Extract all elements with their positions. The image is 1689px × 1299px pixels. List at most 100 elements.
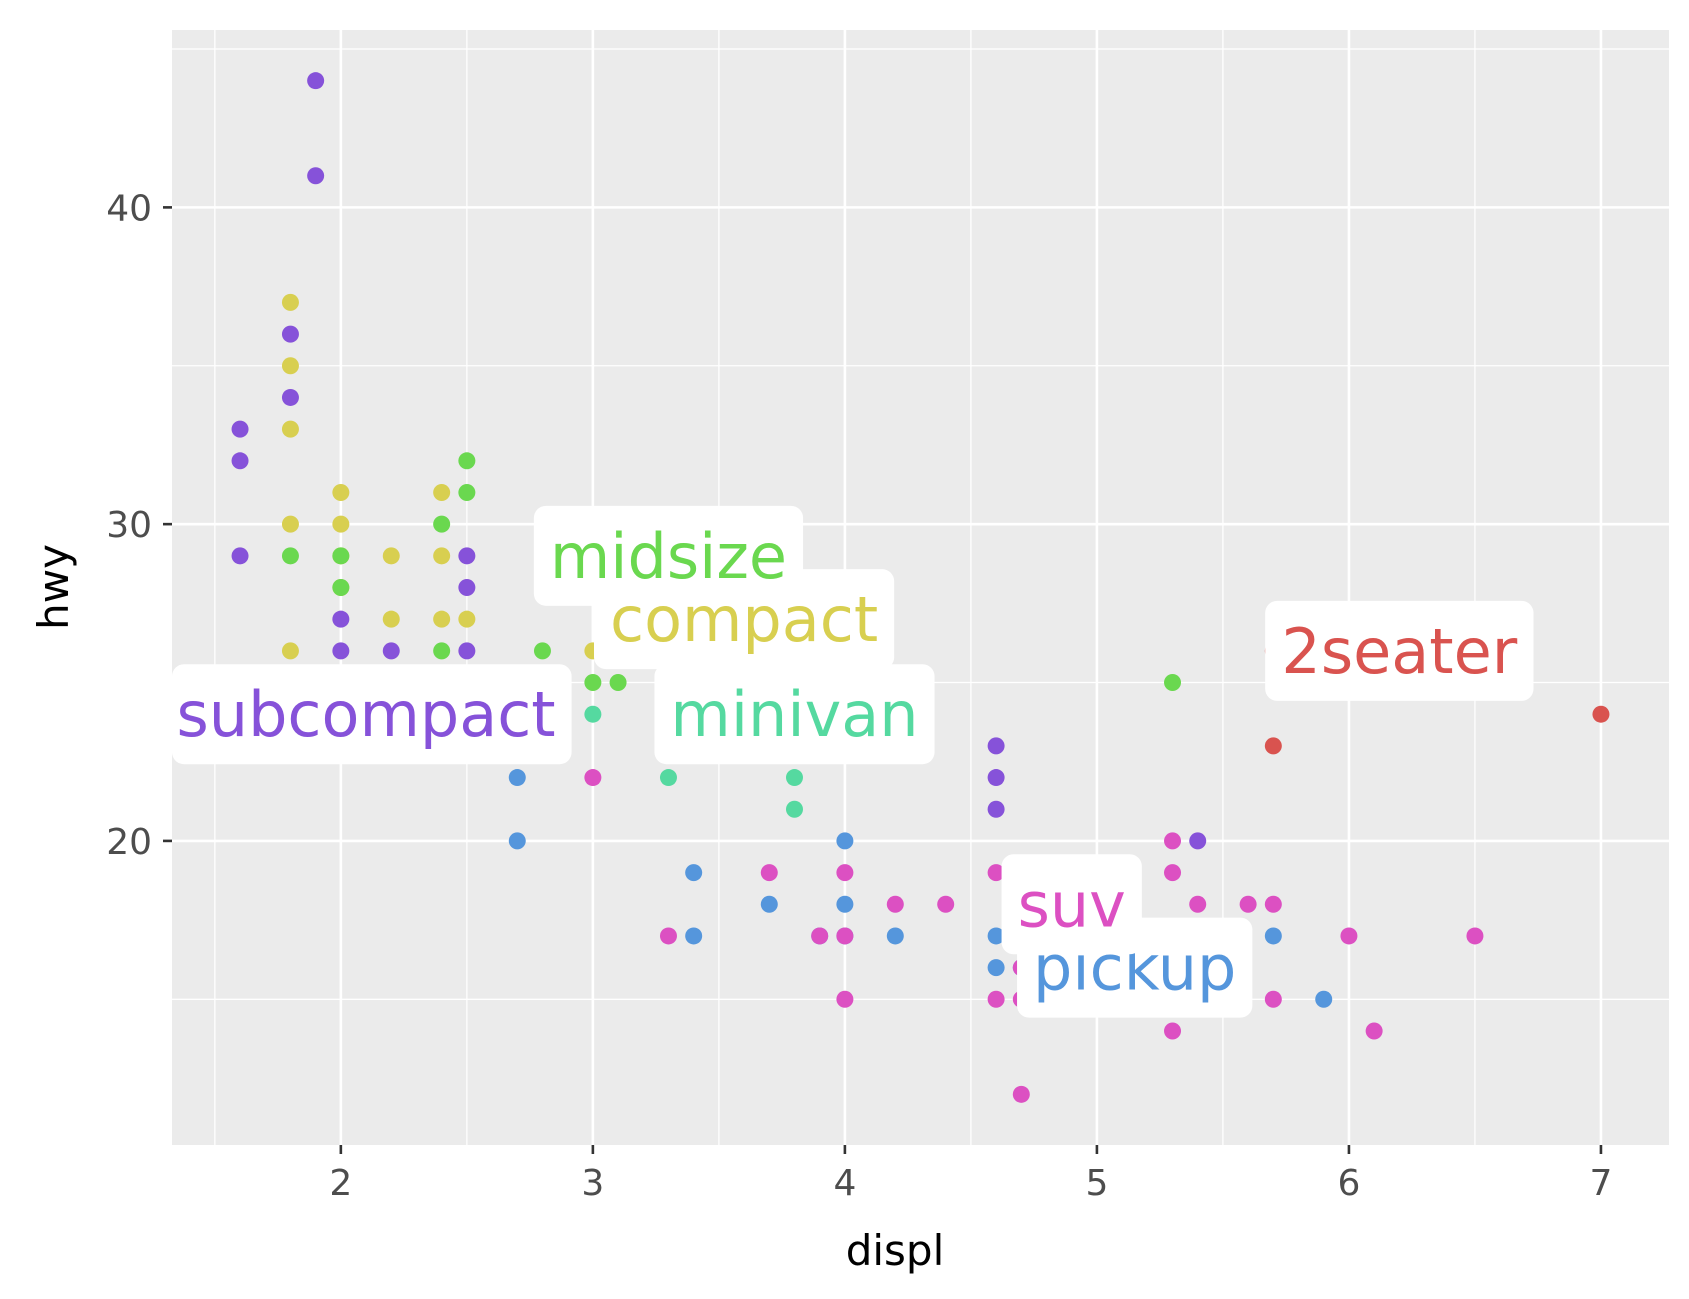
data-point	[886, 895, 904, 913]
data-point	[533, 642, 551, 660]
y-axis-title: hwy	[29, 544, 78, 630]
y-tick-label: 30	[106, 505, 152, 546]
data-point	[1264, 927, 1282, 945]
data-point	[458, 483, 476, 501]
data-point	[836, 927, 854, 945]
data-point	[987, 990, 1005, 1008]
x-tick-label: 4	[833, 1163, 856, 1204]
data-point	[231, 547, 249, 565]
data-point	[307, 72, 325, 90]
data-point	[987, 800, 1005, 818]
data-point	[332, 483, 350, 501]
data-point	[1164, 864, 1182, 882]
data-point	[836, 832, 854, 850]
data-point	[458, 610, 476, 628]
data-point	[458, 579, 476, 596]
data-point	[458, 547, 476, 565]
data-point	[231, 452, 249, 470]
data-point	[1239, 895, 1257, 913]
data-point	[886, 927, 904, 945]
data-point	[433, 515, 451, 533]
y-tick-label: 20	[106, 822, 152, 863]
data-point	[307, 167, 325, 185]
data-point	[382, 642, 400, 660]
data-point	[332, 579, 350, 596]
data-point	[685, 864, 703, 882]
data-point	[1315, 990, 1333, 1008]
data-point	[281, 547, 299, 565]
group-labels: 2seatercompactmidsizeminivanpickupsubcom…	[172, 505, 1534, 1018]
x-tick-label: 7	[1590, 1163, 1613, 1204]
data-point	[1164, 674, 1182, 692]
data-point	[609, 674, 627, 692]
data-point	[785, 769, 803, 787]
data-point	[332, 547, 350, 565]
data-point	[1264, 895, 1282, 913]
data-point	[382, 547, 400, 565]
data-point	[760, 895, 778, 913]
group-label: suv	[1018, 868, 1126, 941]
group-label-box	[654, 664, 935, 765]
data-point	[584, 769, 602, 787]
data-point	[987, 959, 1005, 977]
data-point	[987, 737, 1005, 755]
y-tick-label: 40	[106, 188, 152, 229]
data-point	[1164, 832, 1182, 850]
group-label-box	[1001, 854, 1142, 955]
x-tick-label: 3	[581, 1163, 604, 1204]
data-point	[685, 927, 703, 945]
data-point	[281, 515, 299, 533]
data-point	[987, 864, 1005, 882]
data-point	[836, 864, 854, 882]
panel-background	[172, 30, 1669, 1145]
data-point	[836, 990, 854, 1008]
data-point	[811, 927, 829, 945]
data-point	[281, 325, 299, 343]
data-point	[281, 642, 299, 660]
group-label-box	[172, 664, 572, 765]
data-point	[937, 895, 955, 913]
data-point	[458, 642, 476, 660]
data-point	[281, 388, 299, 406]
data-point	[1164, 1022, 1182, 1040]
data-point	[584, 674, 602, 692]
data-point	[433, 642, 451, 660]
group-label-box	[1265, 600, 1534, 701]
group-label: subcompact	[176, 678, 555, 751]
data-point	[1012, 1085, 1030, 1103]
data-point	[659, 927, 677, 945]
data-point	[836, 895, 854, 913]
data-point	[433, 547, 451, 565]
group-label: 2seater	[1281, 615, 1517, 688]
x-tick-label: 2	[329, 1163, 352, 1204]
data-point	[382, 610, 400, 628]
data-point	[987, 927, 1005, 945]
data-point	[1264, 737, 1282, 755]
data-point	[332, 610, 350, 628]
x-tick-label: 5	[1085, 1163, 1108, 1204]
data-point	[1340, 927, 1358, 945]
data-point	[508, 832, 526, 850]
group-label: minivan	[670, 678, 918, 751]
data-point	[785, 800, 803, 818]
data-point	[332, 515, 350, 533]
data-point	[281, 420, 299, 438]
data-point	[508, 769, 526, 787]
data-point	[584, 705, 602, 723]
data-point	[659, 769, 677, 787]
group-label-box	[533, 505, 804, 606]
data-point	[1264, 990, 1282, 1008]
axis-ticks: 2 3 4 5 6 7 20 30 40	[106, 188, 1612, 1204]
grid-minor	[172, 30, 1669, 1145]
data-point	[1365, 1022, 1383, 1040]
data-point	[458, 452, 476, 470]
x-axis-title: displ	[846, 1226, 945, 1275]
data-point	[281, 357, 299, 375]
data-point	[433, 483, 451, 501]
data-point	[332, 642, 350, 660]
data-point	[987, 769, 1005, 787]
data-point	[1592, 705, 1610, 723]
data-point	[1466, 927, 1484, 945]
data-point	[760, 864, 778, 882]
